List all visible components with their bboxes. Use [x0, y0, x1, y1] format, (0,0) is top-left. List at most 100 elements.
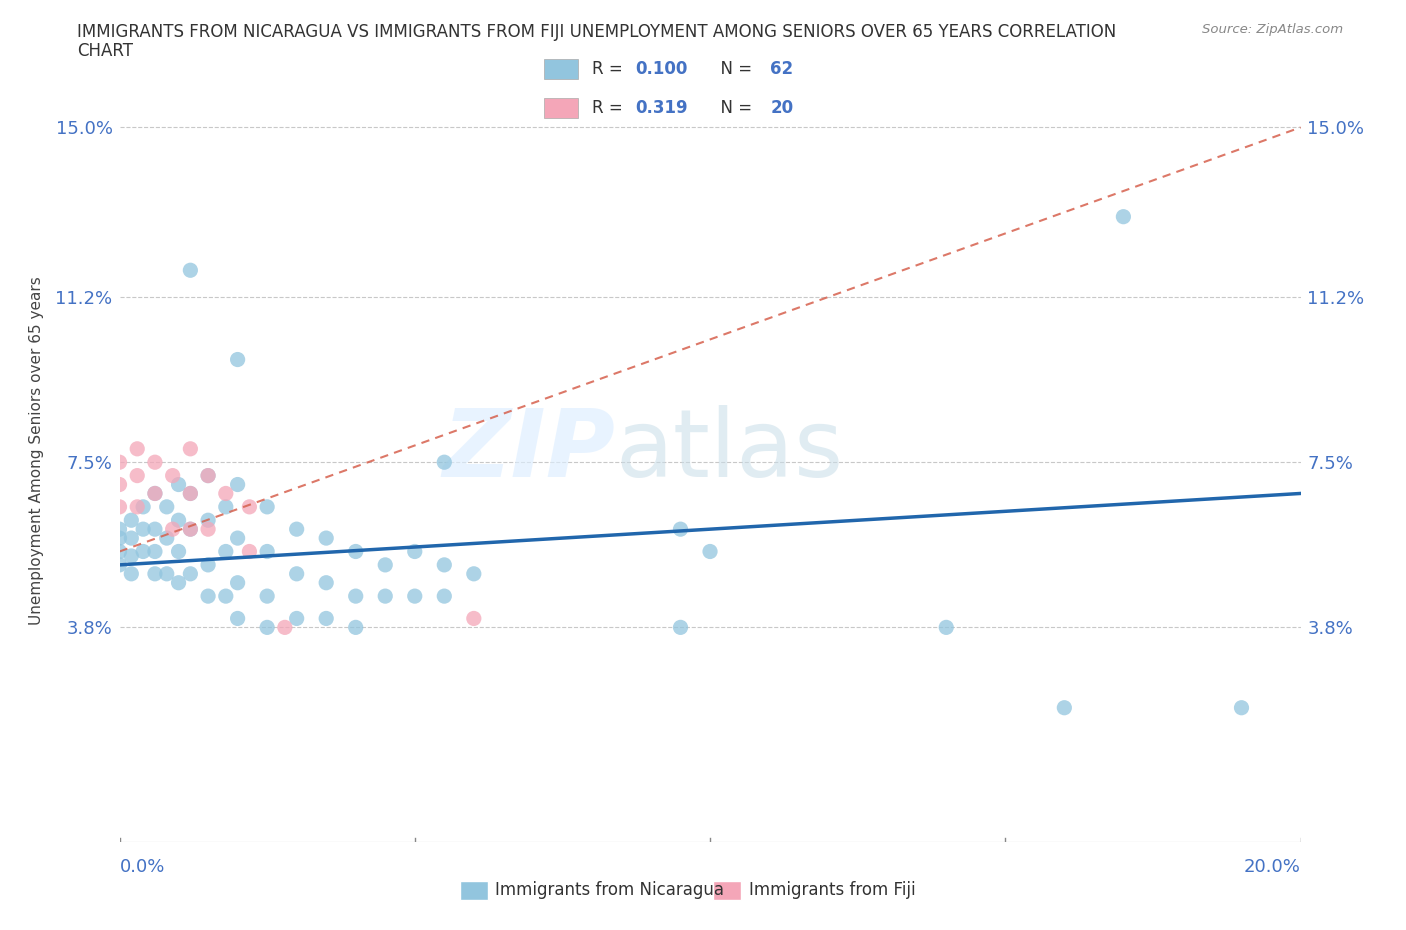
Point — [699, 544, 721, 559]
Text: CHART: CHART — [77, 42, 134, 60]
Text: R =: R = — [592, 99, 627, 117]
Point — [1112, 209, 1135, 224]
Point — [238, 499, 260, 514]
Point — [374, 557, 396, 572]
Text: atlas: atlas — [616, 405, 844, 497]
Point — [463, 611, 485, 626]
Point — [179, 522, 201, 537]
Point — [120, 549, 142, 564]
Point — [179, 442, 201, 457]
Point — [226, 576, 249, 591]
Point — [127, 499, 149, 514]
Text: 62: 62 — [770, 60, 793, 78]
Point — [935, 620, 957, 635]
Point — [285, 522, 308, 537]
Point — [226, 477, 249, 492]
Point — [179, 566, 201, 581]
Point — [197, 468, 219, 483]
Point — [108, 477, 131, 492]
Point — [256, 499, 278, 514]
Point — [167, 544, 190, 559]
Point — [108, 522, 131, 537]
Point — [344, 544, 367, 559]
Point — [162, 522, 184, 537]
Point — [197, 512, 219, 527]
Text: N =: N = — [710, 60, 756, 78]
Point — [669, 522, 692, 537]
Text: IMMIGRANTS FROM NICARAGUA VS IMMIGRANTS FROM FIJI UNEMPLOYMENT AMONG SENIORS OVE: IMMIGRANTS FROM NICARAGUA VS IMMIGRANTS … — [77, 23, 1116, 41]
Point — [374, 589, 396, 604]
Point — [256, 544, 278, 559]
Text: Source: ZipAtlas.com: Source: ZipAtlas.com — [1202, 23, 1343, 36]
Point — [167, 512, 190, 527]
Point — [197, 589, 219, 604]
Point — [256, 620, 278, 635]
Point — [108, 544, 131, 559]
Point — [156, 499, 179, 514]
Text: ZIP: ZIP — [443, 405, 616, 497]
Text: Immigrants from Fiji: Immigrants from Fiji — [748, 882, 915, 899]
Y-axis label: Unemployment Among Seniors over 65 years: Unemployment Among Seniors over 65 years — [30, 277, 45, 626]
Point — [108, 557, 131, 572]
Point — [156, 531, 179, 546]
Point — [344, 620, 367, 635]
Point — [143, 486, 166, 501]
Point — [143, 566, 166, 581]
Point — [1053, 700, 1076, 715]
Point — [132, 499, 155, 514]
Point — [344, 589, 367, 604]
Point — [463, 566, 485, 581]
Point — [238, 544, 260, 559]
Point — [669, 620, 692, 635]
Text: 0.0%: 0.0% — [120, 857, 165, 876]
Point — [226, 531, 249, 546]
Text: Immigrants from Nicaragua: Immigrants from Nicaragua — [495, 882, 724, 899]
Point — [127, 468, 149, 483]
Point — [226, 352, 249, 367]
Point — [167, 576, 190, 591]
Point — [433, 557, 456, 572]
Point — [120, 512, 142, 527]
Point — [315, 576, 337, 591]
Point — [197, 468, 219, 483]
Point — [143, 544, 166, 559]
Point — [215, 589, 238, 604]
Point — [315, 531, 337, 546]
Text: 0.100: 0.100 — [636, 60, 688, 78]
Point — [179, 486, 201, 501]
Point — [1230, 700, 1253, 715]
Text: 20: 20 — [770, 99, 793, 117]
Point — [143, 455, 166, 470]
Point — [167, 477, 190, 492]
Text: 20.0%: 20.0% — [1244, 857, 1301, 876]
Point — [143, 486, 166, 501]
Point — [433, 589, 456, 604]
Point — [433, 455, 456, 470]
Point — [132, 522, 155, 537]
Point — [215, 499, 238, 514]
Point — [285, 566, 308, 581]
Point — [108, 455, 131, 470]
Point — [256, 589, 278, 604]
Bar — [713, 881, 741, 900]
Point — [197, 557, 219, 572]
Point — [215, 544, 238, 559]
Point — [108, 499, 131, 514]
Text: 0.319: 0.319 — [636, 99, 688, 117]
Point — [315, 611, 337, 626]
Point — [226, 611, 249, 626]
Point — [404, 589, 426, 604]
Point — [156, 566, 179, 581]
Point — [215, 486, 238, 501]
Point — [143, 522, 166, 537]
Point — [120, 531, 142, 546]
Point — [197, 522, 219, 537]
Text: R =: R = — [592, 60, 627, 78]
Point — [179, 486, 201, 501]
Bar — [460, 881, 488, 900]
Point — [120, 566, 142, 581]
Point — [162, 468, 184, 483]
Text: N =: N = — [710, 99, 756, 117]
Point — [274, 620, 297, 635]
Point — [108, 531, 131, 546]
